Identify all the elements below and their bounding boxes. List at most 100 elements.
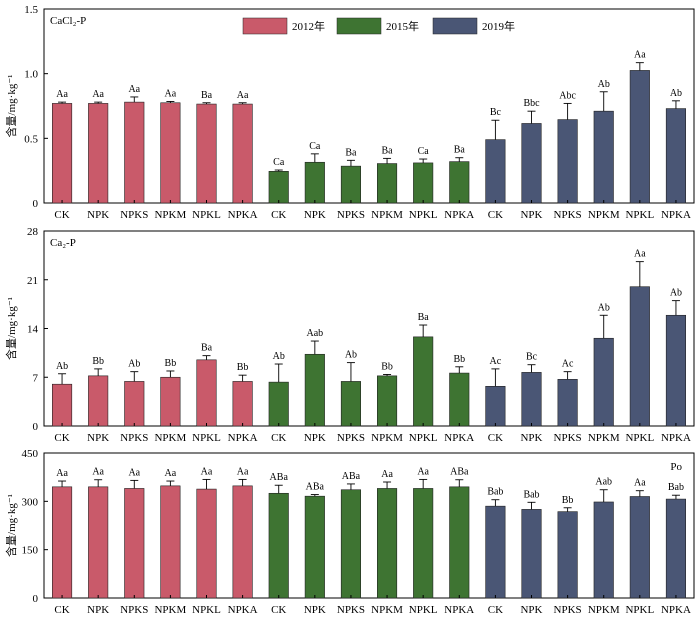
significance-label: Aa <box>201 466 213 477</box>
bar <box>304 353 325 427</box>
bar <box>124 381 145 427</box>
bar <box>340 165 361 204</box>
significance-label: Aa <box>165 88 177 99</box>
x-tick-label: NPKS <box>337 432 365 444</box>
bar <box>413 336 434 427</box>
y-tick-label: 150 <box>22 545 39 557</box>
x-tick-label: NPKS <box>120 432 148 444</box>
y-tick-label: 7 <box>33 372 39 384</box>
legend-label: 2015年 <box>386 19 419 33</box>
x-tick-label: NPKM <box>371 209 403 221</box>
significance-label: Ab <box>598 302 610 313</box>
x-tick-label: NPK <box>304 209 326 221</box>
x-tick-label: NPKA <box>444 432 474 444</box>
significance-label: Bb <box>453 354 465 365</box>
x-tick-label: NPKL <box>192 209 221 221</box>
x-tick-label: NPKL <box>625 209 654 221</box>
x-tick-label: CK <box>488 604 503 616</box>
x-tick-label: CK <box>271 432 286 444</box>
significance-label: Bab <box>487 487 503 498</box>
bar <box>377 163 398 204</box>
x-tick-label: NPK <box>520 604 542 616</box>
x-tick-label: NPKL <box>409 209 438 221</box>
x-tick-label: CK <box>54 432 69 444</box>
bar <box>160 102 181 204</box>
y-tick-label: 0 <box>33 198 39 210</box>
significance-label: Bb <box>92 356 104 367</box>
bar <box>88 103 109 204</box>
x-tick-label: NPK <box>87 604 109 616</box>
y-tick-label: 0 <box>33 421 39 433</box>
significance-label: Ab <box>128 359 140 370</box>
significance-label: Aab <box>306 328 323 339</box>
bar <box>196 103 217 204</box>
x-tick-label: NPKS <box>120 604 148 616</box>
y-tick-label: 450 <box>22 448 39 460</box>
bar <box>88 486 109 599</box>
significance-label: Aa <box>634 249 646 260</box>
x-tick-label: NPKM <box>154 209 186 221</box>
x-tick-label: NPKA <box>228 604 258 616</box>
bar <box>593 501 614 599</box>
x-tick-label: NPK <box>520 209 542 221</box>
significance-label: Bb <box>165 358 177 369</box>
significance-label: Aa <box>634 478 646 489</box>
bar <box>449 161 470 204</box>
bar <box>124 488 145 599</box>
panel-label: Ca₂-P <box>50 237 76 249</box>
x-tick-label: NPKA <box>228 432 258 444</box>
panel-label: CaCl₂-P <box>50 15 86 27</box>
x-tick-label: NPKM <box>154 604 186 616</box>
significance-label: Aa <box>237 466 249 477</box>
significance-label: Ab <box>345 350 357 361</box>
significance-label: Ab <box>670 88 682 99</box>
significance-label: ABa <box>270 472 289 483</box>
x-tick-label: NPK <box>304 604 326 616</box>
y-tick-label: 0 <box>33 593 39 605</box>
significance-label: Ab <box>56 361 68 372</box>
y-tick-label: 300 <box>22 496 39 508</box>
legend-label: 2012年 <box>292 19 325 33</box>
bar <box>557 379 578 427</box>
x-tick-label: NPKL <box>625 432 654 444</box>
significance-label: Ba <box>201 90 213 101</box>
bar <box>521 123 542 204</box>
bar <box>232 381 253 427</box>
x-tick-label: NPKA <box>228 209 258 221</box>
x-tick-label: NPK <box>520 432 542 444</box>
chart-panels: 0 0.5 1.0 1.5 含量/mg·kg⁻¹ CaCl₂-P Aa CK Aa NPK Aa NP… <box>4 4 695 616</box>
plot-frame <box>43 8 695 204</box>
legend: 2012年 2015年 2019年 <box>242 17 515 35</box>
significance-label: Aa <box>381 469 393 480</box>
bar <box>52 103 73 204</box>
significance-label: Ac <box>490 356 502 367</box>
significance-label: Bbc <box>523 98 540 109</box>
bar <box>160 376 181 427</box>
bar <box>124 101 145 204</box>
bar <box>557 119 578 204</box>
significance-label: Aa <box>128 467 140 478</box>
legend-swatch <box>336 17 382 35</box>
significance-label: Aa <box>417 466 429 477</box>
significance-label: Ba <box>201 343 213 354</box>
x-tick-label: NPK <box>304 432 326 444</box>
bar <box>196 359 217 427</box>
significance-label: Ba <box>345 147 357 158</box>
bar <box>268 492 289 599</box>
bar <box>449 486 470 599</box>
bar <box>557 511 578 599</box>
bar <box>593 337 614 427</box>
significance-label: ABa <box>342 471 361 482</box>
x-tick-label: NPKM <box>371 604 403 616</box>
x-tick-label: NPKA <box>444 604 474 616</box>
y-tick-label: 0.5 <box>24 133 38 145</box>
significance-label: Bb <box>562 495 574 506</box>
bar <box>521 372 542 427</box>
bar <box>521 509 542 599</box>
y-axis-label: 含量/mg·kg⁻¹ <box>4 494 18 557</box>
significance-label: Bc <box>526 352 538 363</box>
significance-label: ABa <box>450 467 469 478</box>
significance-label: Aa <box>237 90 249 101</box>
panel-label: Po <box>670 461 682 473</box>
significance-label: ABa <box>306 482 325 493</box>
